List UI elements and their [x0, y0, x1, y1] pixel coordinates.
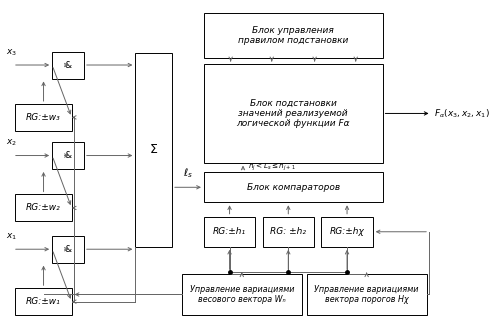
- Bar: [203, 64, 382, 163]
- Text: Блок подстановки
значений реализуемой
логической функции Fα: Блок подстановки значений реализуемой ло…: [236, 99, 349, 128]
- Text: Блок управления
правилом подстановки: Блок управления правилом подстановки: [237, 26, 348, 45]
- Text: RG:±hχ: RG:±hχ: [329, 227, 364, 236]
- Bar: [181, 274, 301, 315]
- Text: $x_1$: $x_1$: [6, 231, 17, 242]
- Text: $\ell_s$: $\ell_s$: [182, 167, 192, 180]
- Text: RG:±w₁: RG:±w₁: [26, 297, 61, 306]
- Bar: [52, 51, 84, 78]
- Bar: [203, 172, 382, 202]
- Text: RG:±h₁: RG:±h₁: [212, 227, 245, 236]
- Bar: [16, 195, 72, 221]
- Text: $x_3$: $x_3$: [6, 47, 17, 57]
- Bar: [262, 217, 314, 247]
- Text: Блок компараторов: Блок компараторов: [246, 183, 339, 192]
- Bar: [135, 53, 172, 247]
- Bar: [306, 274, 426, 315]
- Bar: [321, 217, 372, 247]
- Bar: [203, 13, 382, 58]
- Text: $x_2$: $x_2$: [6, 137, 17, 148]
- Text: RG:±w₃: RG:±w₃: [26, 113, 61, 122]
- Bar: [203, 217, 255, 247]
- Text: $F_\alpha(x_3, x_2, x_1)$: $F_\alpha(x_3, x_2, x_1)$: [433, 107, 489, 120]
- Text: RG: ±h₂: RG: ±h₂: [270, 227, 306, 236]
- Text: Управление вариациями
весового вектора Wₙ: Управление вариациями весового вектора W…: [189, 285, 294, 304]
- Text: &: &: [64, 61, 72, 70]
- Text: RG:±w₂: RG:±w₂: [26, 204, 61, 212]
- Bar: [16, 104, 72, 131]
- Text: &: &: [64, 151, 72, 160]
- Text: $h_j < L_s \leq h_{j+1}$: $h_j < L_s \leq h_{j+1}$: [247, 162, 295, 173]
- Bar: [52, 142, 84, 169]
- Text: &: &: [64, 245, 72, 254]
- Bar: [16, 288, 72, 315]
- Text: Управление вариациями
вектора порогов Hχ: Управление вариациями вектора порогов Hχ: [314, 285, 418, 304]
- Text: Σ: Σ: [149, 144, 157, 157]
- Bar: [52, 236, 84, 263]
